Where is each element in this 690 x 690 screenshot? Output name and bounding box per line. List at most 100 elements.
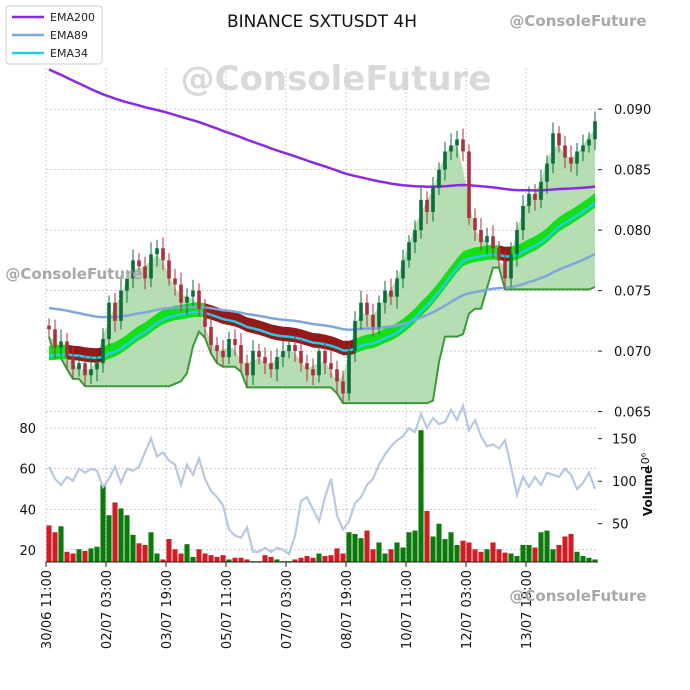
candle-body-80	[527, 193, 531, 206]
band-segment-44	[313, 333, 319, 349]
price-tick-label-5: 0.090	[614, 103, 651, 118]
candle-body-68	[455, 139, 459, 146]
candle-body-48	[335, 369, 339, 382]
volume-bar-65	[436, 523, 442, 562]
indicator-tick-label-2: 60	[19, 463, 36, 478]
band-segment-34	[253, 318, 259, 335]
candle-body-4	[71, 357, 75, 370]
candle-body-90	[587, 139, 591, 146]
candle-body-79	[521, 205, 525, 231]
candle-body-33	[245, 363, 249, 376]
volume-bar-85	[556, 544, 562, 562]
candle-body-74	[491, 236, 495, 249]
volume-bar-90	[586, 557, 592, 562]
volume-bar-36	[262, 555, 268, 562]
volume-bar-31	[232, 557, 238, 562]
volume-bar-88	[574, 551, 580, 562]
time-tick-label-4: 07/07 03:00	[280, 570, 295, 649]
indicator-series	[48, 402, 597, 556]
volume-bar-47	[328, 555, 334, 562]
band-segment-10	[109, 342, 115, 359]
time-tick-label-1: 02/07 03:00	[100, 570, 115, 649]
band-segment-80	[529, 236, 535, 254]
volume-bar-14	[130, 534, 136, 562]
candle-body-24	[191, 290, 195, 297]
band-segment-40	[289, 327, 295, 343]
candle-body-0	[47, 325, 51, 330]
price-tick-label-2: 0.075	[614, 285, 651, 300]
ema34-line	[48, 201, 596, 360]
volume-bar-6	[82, 550, 88, 562]
candle-body-52	[359, 302, 363, 321]
cloud-area	[49, 130, 595, 404]
candle-body-34	[251, 351, 255, 376]
candle-body-35	[257, 351, 261, 358]
candle-body-49	[341, 381, 345, 394]
band-segment-32	[241, 314, 247, 332]
candle-body-70	[467, 151, 471, 219]
candle-body-2	[59, 341, 63, 348]
volume-bar-8	[94, 546, 100, 562]
band-segment-38	[277, 325, 283, 342]
volume-bar-32	[238, 557, 244, 562]
candle-body-66	[443, 151, 447, 170]
volume-bar-27	[208, 555, 214, 562]
volume-bar-55	[376, 542, 382, 562]
price-tick-label-0: 0.065	[614, 406, 651, 421]
time-tick-label-0: 30/06 11:00	[40, 570, 55, 649]
candle-body-64	[431, 187, 435, 212]
watermark-top-right: @ConsoleFuture	[509, 12, 646, 30]
candle-body-29	[221, 351, 225, 358]
volume-bar-64	[430, 536, 436, 562]
volume-bar-37	[268, 556, 274, 562]
candle-body-57	[389, 290, 393, 297]
candle-body-86	[563, 145, 567, 158]
band-segment-53	[367, 333, 373, 350]
band-segment-7	[91, 347, 97, 363]
volume-bar-59	[400, 547, 406, 562]
volume-bar-33	[244, 559, 250, 562]
volume-bar-44	[310, 557, 316, 562]
volume-bar-43	[304, 556, 310, 562]
candle-body-85	[557, 133, 561, 146]
volume-bar-57	[388, 549, 394, 562]
candle-body-26	[203, 308, 207, 327]
band-segment-41	[295, 327, 301, 344]
volume-bar-3	[64, 551, 70, 562]
volume-bar-84	[550, 549, 556, 562]
candle-body-18	[155, 248, 159, 255]
watermark-center: @ConsoleFuture	[181, 59, 492, 99]
candle-body-55	[377, 302, 381, 327]
volume-bar-89	[580, 556, 586, 562]
volume-bar-63	[424, 510, 430, 562]
volume-bar-78	[514, 556, 520, 562]
candle-body-88	[575, 151, 579, 164]
volume-bar-19	[160, 559, 166, 562]
volume-bar-42	[298, 557, 304, 562]
tick-labels: 0.065 0.070 0.075 0.080 0.085 0.090 50 100 150 20…	[19, 103, 651, 649]
time-tick-label-3: 05/07 11:00	[220, 570, 235, 649]
candle-body-53	[365, 302, 369, 315]
candle-body-10	[107, 302, 111, 339]
candle-body-69	[461, 139, 465, 152]
volume-bars	[46, 430, 598, 562]
band-segment-47	[331, 336, 337, 353]
band-segment-72	[481, 245, 487, 262]
volume-bar-17	[148, 532, 154, 562]
legend-label-ema89: EMA89	[50, 29, 88, 42]
volume-bar-5	[76, 549, 82, 562]
candle-body-81	[533, 193, 537, 200]
volume-bar-13	[124, 515, 130, 562]
candle-body-89	[581, 145, 585, 152]
volume-bar-2	[58, 526, 64, 562]
price-tick-label-1: 0.070	[614, 345, 651, 360]
candle-body-41	[293, 345, 297, 352]
volume-bar-73	[484, 549, 490, 562]
candle-body-21	[173, 278, 177, 285]
volume-bar-69	[460, 540, 466, 562]
volume-bar-87	[568, 533, 574, 562]
volume-bar-77	[508, 553, 514, 562]
candle-body-71	[473, 218, 477, 231]
candle-body-5	[77, 363, 81, 370]
candle-body-39	[281, 351, 285, 358]
